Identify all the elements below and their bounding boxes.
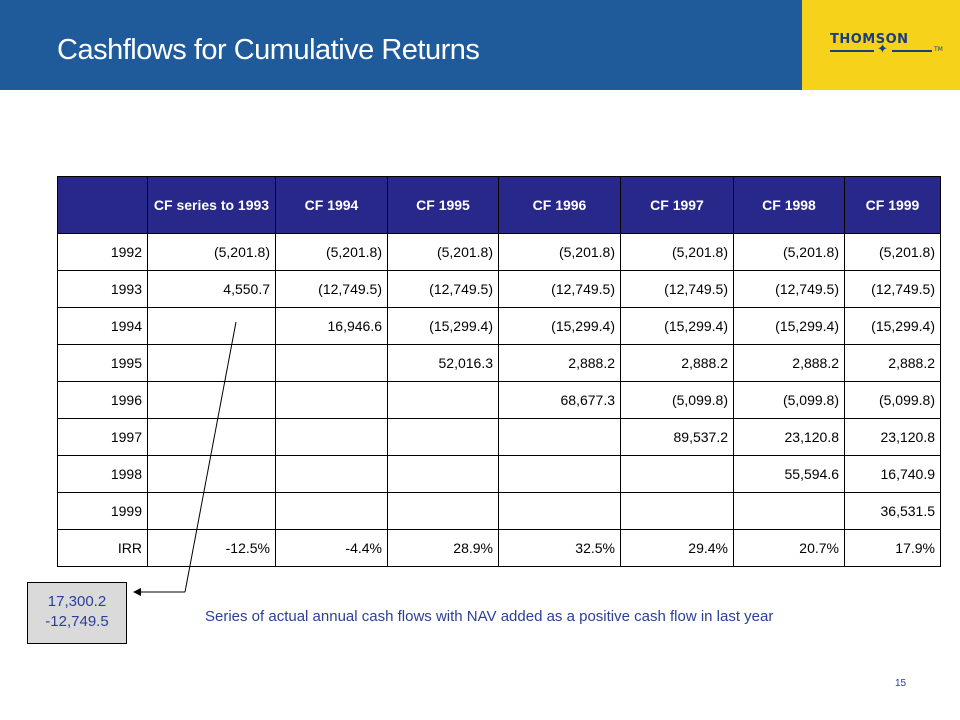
value-cell: 2,888.2: [844, 344, 941, 382]
table-row: 1993 4,550.7 (12,749.5) (12,749.5) (12,749.5…: [57, 270, 941, 308]
table-row: 1995 52,016.3 2,888.2 2,888.2 2,888.2 2,888.2: [57, 344, 941, 382]
value-cell: (5,099.8): [844, 381, 941, 419]
irr-callout-box: 17,300.2 -12,749.5: [27, 582, 127, 644]
row-label-cell: 1995: [57, 344, 148, 382]
value-cell: (12,749.5): [387, 270, 499, 308]
value-cell: [387, 492, 499, 530]
value-cell: (15,299.4): [498, 307, 621, 345]
header-cell: CF 1996: [498, 176, 621, 234]
value-cell: 52,016.3: [387, 344, 499, 382]
logo-text: THOMSON: [830, 32, 909, 47]
value-cell: [387, 381, 499, 419]
logo-line-left: [830, 50, 874, 52]
value-cell: 28.9%: [387, 529, 499, 567]
value-cell: (15,299.4): [387, 307, 499, 345]
header-cell: [57, 176, 148, 234]
value-cell: [147, 344, 276, 382]
value-cell: 89,537.2: [620, 418, 734, 456]
table-row: 1998 55,594.6 16,740.9: [57, 455, 941, 493]
value-cell: (12,749.5): [620, 270, 734, 308]
value-cell: (5,201.8): [387, 233, 499, 271]
row-label-cell: 1999: [57, 492, 148, 530]
callout-value-1: 17,300.2: [47, 593, 107, 610]
value-cell: [147, 381, 276, 419]
page-number: 15: [895, 678, 907, 689]
logo-line-right: [892, 50, 932, 52]
header-cell: CF 1997: [620, 176, 734, 234]
slide-caption: Series of actual annual cash flows with …: [205, 608, 774, 625]
logo-trademark: TM: [934, 46, 943, 53]
value-cell: (5,201.8): [147, 233, 276, 271]
callout-value-2: -12,749.5: [45, 613, 109, 630]
value-cell: 2,888.2: [620, 344, 734, 382]
value-cell: (12,749.5): [844, 270, 941, 308]
value-cell: 36,531.5: [844, 492, 941, 530]
header-cell: CF 1994: [275, 176, 388, 234]
value-cell: 20.7%: [733, 529, 845, 567]
header-cell: CF 1999: [844, 176, 941, 234]
value-cell: [387, 455, 499, 493]
table-header-row: CF series to 1993 CF 1994 CF 1995 CF 199…: [57, 176, 941, 234]
value-cell: (5,099.8): [733, 381, 845, 419]
value-cell: -12.5%: [147, 529, 276, 567]
slide-header: Cashflows for Cumulative Returns: [0, 0, 960, 90]
row-label-cell: 1994: [57, 307, 148, 345]
value-cell: [147, 307, 276, 345]
row-label-cell: IRR: [57, 529, 148, 567]
value-cell: (12,749.5): [733, 270, 845, 308]
value-cell: 2,888.2: [733, 344, 845, 382]
value-cell: (5,201.8): [498, 233, 621, 271]
value-cell: 23,120.8: [844, 418, 941, 456]
value-cell: 17.9%: [844, 529, 941, 567]
value-cell: 68,677.3: [498, 381, 621, 419]
connector-line: [184, 321, 237, 593]
cashflow-table: CF series to 1993 CF 1994 CF 1995 CF 199…: [57, 176, 941, 567]
value-cell: -4.4%: [275, 529, 388, 567]
value-cell: (15,299.4): [844, 307, 941, 345]
value-cell: 29.4%: [620, 529, 734, 567]
header-cell: CF 1995: [387, 176, 499, 234]
row-label-cell: 1998: [57, 455, 148, 493]
value-cell: (15,299.4): [620, 307, 734, 345]
value-cell: [387, 418, 499, 456]
value-cell: (12,749.5): [498, 270, 621, 308]
row-label-cell: 1993: [57, 270, 148, 308]
value-cell: [275, 455, 388, 493]
value-cell: (5,099.8): [620, 381, 734, 419]
value-cell: 16,740.9: [844, 455, 941, 493]
value-cell: [498, 492, 621, 530]
value-cell: [275, 418, 388, 456]
value-cell: 4,550.7: [147, 270, 276, 308]
table-row: 1999 36,531.5: [57, 492, 941, 530]
value-cell: (5,201.8): [844, 233, 941, 271]
row-label-cell: 1992: [57, 233, 148, 271]
table-row: 1994 16,946.6 (15,299.4) (15,299.4) (15,299.…: [57, 307, 941, 345]
table-row: 1997 89,537.2 23,120.8 23,120.8: [57, 418, 941, 456]
thomson-logo: THOMSON ✦ TM: [802, 0, 960, 90]
star-icon: ✦: [877, 42, 888, 57]
slide-title: Cashflows for Cumulative Returns: [57, 34, 480, 66]
value-cell: (5,201.8): [620, 233, 734, 271]
table-row: 1996 68,677.3 (5,099.8) (5,099.8) (5,099.8): [57, 381, 941, 419]
table-row: IRR -12.5% -4.4% 28.9% 32.5% 29.4% 20.7% 17.9%: [57, 529, 941, 567]
value-cell: (12,749.5): [275, 270, 388, 308]
